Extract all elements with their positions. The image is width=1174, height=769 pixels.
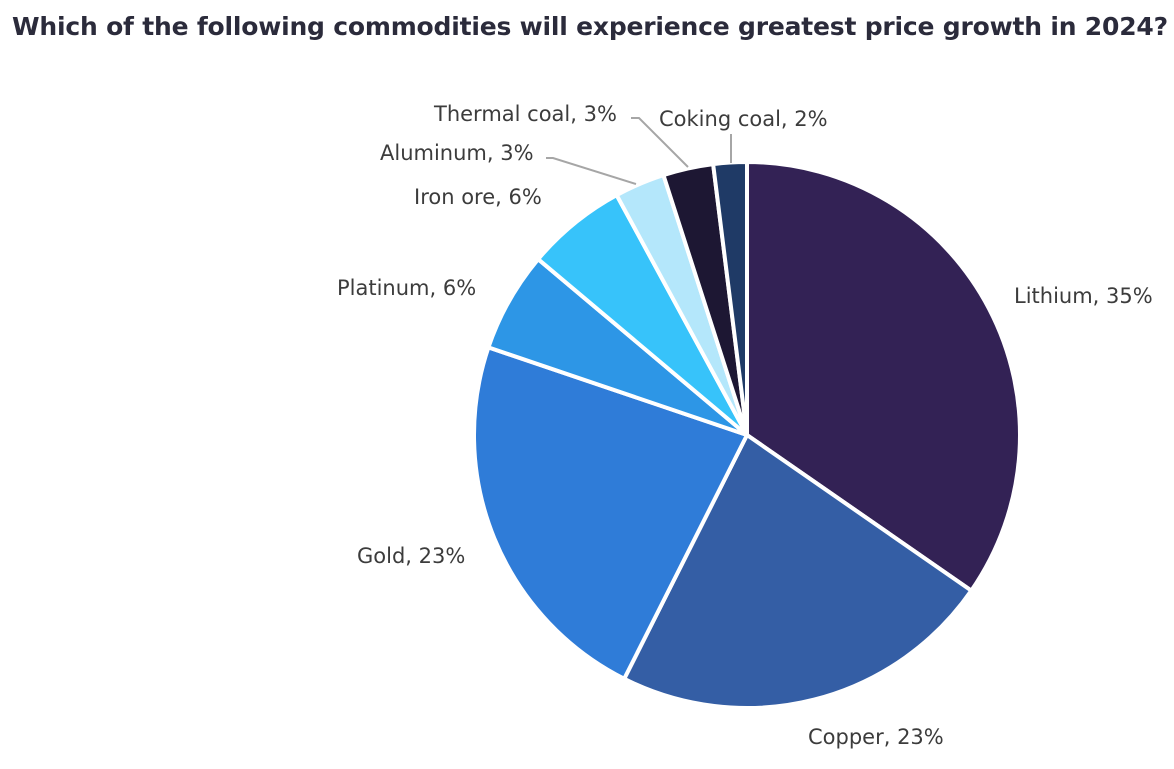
slice-label-iron-ore: Iron ore, 6%	[414, 185, 542, 209]
slice-label-coking-coal: Coking coal, 2%	[659, 107, 828, 131]
leader-lines	[546, 117, 732, 185]
pie-slice-copper	[622, 433, 974, 710]
slice-label-lithium: Lithium, 35%	[1014, 284, 1153, 308]
pie-slice-lithium	[745, 160, 1022, 593]
slice-labels: Lithium, 35% Copper, 23% Gold, 23% Platinum…	[337, 102, 1153, 749]
slice-label-copper: Copper, 23%	[808, 725, 944, 749]
leader-line-aluminum	[546, 157, 637, 185]
slice-label-aluminum: Aluminum, 3%	[380, 141, 534, 165]
slice-label-platinum: Platinum, 6%	[337, 276, 476, 300]
slice-label-thermal-coal: Thermal coal, 3%	[433, 102, 617, 126]
pie-slices	[472, 160, 1022, 710]
slice-label-gold: Gold, 23%	[357, 544, 465, 568]
pie-slice-gold	[472, 345, 749, 681]
chart-title: Which of the following commodities will …	[12, 12, 1168, 41]
leader-line-thermal-coal	[631, 117, 689, 168]
